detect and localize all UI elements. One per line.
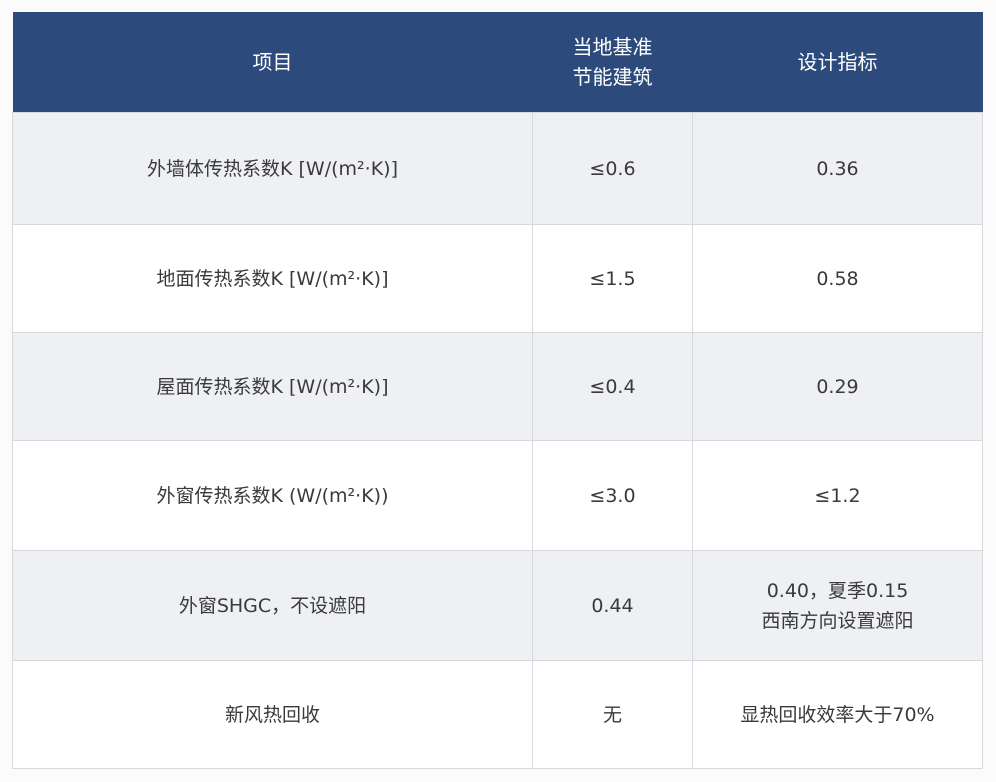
header-cell: 设计指标 bbox=[692, 12, 983, 113]
table-cell: 显热回收效率大于70% bbox=[692, 660, 983, 769]
table-cell: 0.44 bbox=[532, 550, 693, 661]
table-cell: ≤1.2 bbox=[692, 440, 983, 551]
table-cell: 地面传热系数K [W/(m²·K)] bbox=[12, 224, 533, 333]
table-cell: 0.58 bbox=[692, 224, 983, 333]
table-cell: ≤0.6 bbox=[532, 112, 693, 225]
table-cell: 外窗SHGC，不设遮阳 bbox=[12, 550, 533, 661]
cell-line: 节能建筑 bbox=[572, 65, 653, 89]
table-cell: ≤0.4 bbox=[532, 332, 693, 441]
table-row: 外窗传热系数K (W/(m²·K)) ≤3.0 ≤1.2 bbox=[12, 440, 983, 551]
table-cell: 屋面传热系数K [W/(m²·K)] bbox=[12, 332, 533, 441]
cell-line: 0.40，夏季0.15 bbox=[766, 579, 909, 602]
header-row: 项目 当地基准 节能建筑 设计指标 bbox=[12, 12, 983, 113]
header-cell: 项目 bbox=[12, 12, 533, 113]
table-cell: ≤3.0 bbox=[532, 440, 693, 551]
table-cell: 外墙体传热系数K [W/(m²·K)] bbox=[12, 112, 533, 225]
cell-line: 西南方向设置遮阳 bbox=[761, 609, 914, 632]
header-cell: 当地基准 节能建筑 bbox=[532, 12, 693, 113]
spec-table: 项目 当地基准 节能建筑 设计指标 外墙体传热系数K [W/(m²·K)] ≤0.6 0.… bbox=[12, 12, 983, 769]
table-row: 地面传热系数K [W/(m²·K)] ≤1.5 0.58 bbox=[12, 224, 983, 333]
table-container: 项目 当地基准 节能建筑 设计指标 外墙体传热系数K [W/(m²·K)] ≤0.6 0.… bbox=[12, 12, 983, 769]
cell-line: 当地基准 bbox=[572, 35, 653, 59]
table-cell: 0.36 bbox=[692, 112, 983, 225]
table-cell: 无 bbox=[532, 660, 693, 769]
table-cell: 外窗传热系数K (W/(m²·K)) bbox=[12, 440, 533, 551]
table-body: 外墙体传热系数K [W/(m²·K)] ≤0.6 0.36 地面传热系数K [W/(m… bbox=[12, 112, 983, 769]
table-cell: 新风热回收 bbox=[12, 660, 533, 769]
table-cell: 0.40，夏季0.15 西南方向设置遮阳 bbox=[692, 550, 983, 661]
table-row: 外墙体传热系数K [W/(m²·K)] ≤0.6 0.36 bbox=[12, 112, 983, 225]
table-row: 外窗SHGC，不设遮阳 0.44 0.40，夏季0.15 西南方向设置遮阳 bbox=[12, 550, 983, 661]
table-cell: ≤1.5 bbox=[532, 224, 693, 333]
table-row: 屋面传热系数K [W/(m²·K)] ≤0.4 0.29 bbox=[12, 332, 983, 441]
table-row: 新风热回收无显热回收效率大于70% bbox=[12, 660, 983, 769]
table-cell: 0.29 bbox=[692, 332, 983, 441]
